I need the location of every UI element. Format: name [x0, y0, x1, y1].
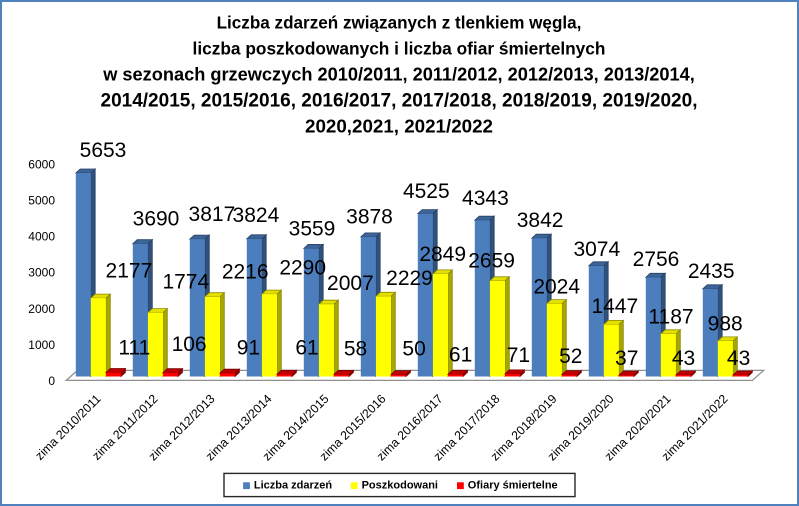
svg-text:3824: 3824: [233, 204, 280, 227]
svg-text:5000: 5000: [28, 194, 55, 208]
svg-text:91: 91: [237, 337, 260, 360]
svg-text:50: 50: [402, 337, 425, 360]
svg-text:3000: 3000: [28, 266, 55, 280]
svg-text:2290: 2290: [279, 257, 326, 280]
svg-text:2756: 2756: [633, 248, 680, 271]
svg-text:2849: 2849: [419, 243, 466, 266]
svg-text:3817: 3817: [189, 203, 236, 226]
svg-text:3074: 3074: [573, 238, 620, 261]
svg-text:1774: 1774: [162, 270, 209, 293]
svg-text:1000: 1000: [28, 338, 55, 352]
svg-text:Poszkodowani: Poszkodowani: [362, 480, 438, 492]
svg-text:4343: 4343: [462, 187, 509, 210]
svg-text:2024: 2024: [533, 276, 580, 299]
svg-text:3878: 3878: [346, 205, 393, 228]
svg-text:1447: 1447: [591, 295, 638, 318]
svg-text:4525: 4525: [403, 180, 450, 203]
svg-text:43: 43: [672, 347, 695, 370]
svg-text:52: 52: [559, 345, 582, 368]
svg-text:Liczba zdarzeń: Liczba zdarzeń: [254, 480, 333, 492]
svg-text:5653: 5653: [80, 139, 127, 162]
svg-text:2229: 2229: [386, 267, 433, 290]
svg-text:2014/2015, 2015/2016, 2016/201: 2014/2015, 2015/2016, 2016/2017, 2017/20…: [101, 91, 698, 112]
svg-text:Ofiary śmiertelne: Ofiary śmiertelne: [468, 480, 558, 492]
svg-text:4000: 4000: [28, 230, 55, 244]
svg-text:3842: 3842: [517, 209, 564, 232]
svg-text:0: 0: [48, 374, 55, 388]
svg-text:1187: 1187: [648, 306, 693, 329]
svg-text:106: 106: [172, 333, 207, 356]
svg-text:58: 58: [344, 337, 367, 360]
svg-text:61: 61: [295, 337, 318, 360]
svg-text:3690: 3690: [133, 207, 180, 230]
svg-text:2216: 2216: [222, 261, 269, 284]
svg-text:2177: 2177: [106, 260, 153, 283]
svg-text:6000: 6000: [28, 157, 55, 171]
svg-text:71: 71: [507, 344, 530, 367]
svg-text:2000: 2000: [28, 302, 55, 316]
svg-text:w sezonach grzewczych 2010/201: w sezonach grzewczych 2010/2011, 2011/20…: [102, 65, 695, 85]
svg-text:988: 988: [708, 312, 743, 335]
svg-text:2020,2021, 2021/2022: 2020,2021, 2021/2022: [305, 116, 493, 137]
svg-text:37: 37: [615, 347, 638, 370]
svg-text:Liczba zdarzeń związanych z tl: Liczba zdarzeń związanych z tlenkiem węg…: [217, 14, 582, 33]
svg-text:43: 43: [727, 347, 750, 370]
svg-text:111: 111: [118, 337, 150, 360]
svg-text:61: 61: [449, 344, 472, 367]
svg-text:2659: 2659: [468, 250, 515, 273]
svg-text:3559: 3559: [289, 218, 336, 241]
svg-text:liczba poszkodowanych i liczba: liczba poszkodowanych i liczba ofiar śmi…: [193, 39, 606, 59]
svg-text:2435: 2435: [688, 260, 735, 283]
svg-text:2007: 2007: [327, 272, 374, 295]
